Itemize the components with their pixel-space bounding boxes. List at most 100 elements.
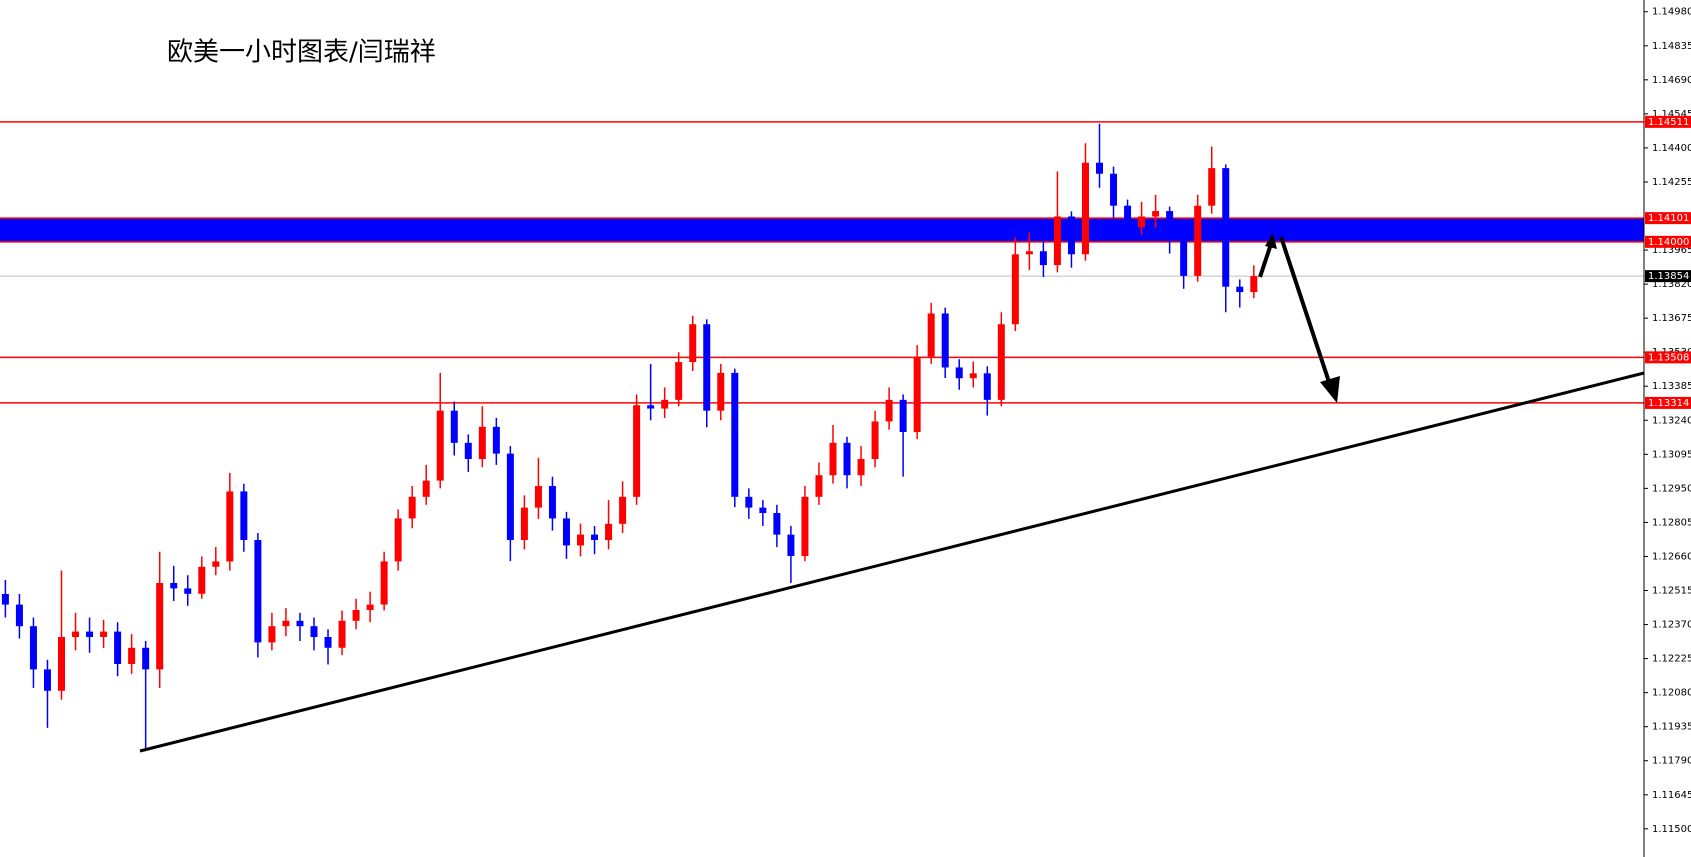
y-tick-label: 1.12950 (1652, 483, 1691, 494)
candle-body (1067, 216, 1075, 255)
arrow-down (1279, 236, 1332, 386)
y-tick-label: 1.12805 (1652, 517, 1691, 528)
candle-body (773, 513, 781, 535)
candle-body (212, 561, 220, 567)
candle-body (675, 362, 683, 400)
candle-body (1180, 238, 1188, 276)
candle-body (633, 405, 641, 497)
candle-body (1138, 216, 1146, 228)
arrow-up-head (1265, 233, 1277, 249)
y-tick-label: 1.12370 (1652, 620, 1691, 631)
candle-body (29, 626, 37, 670)
candle-body (913, 356, 921, 433)
candle-body (408, 496, 416, 519)
price-axis-labels: 1.14980 1.14835 1.14690 1.14545 1.14400 1.142… (1644, 7, 1691, 835)
candle-body (731, 372, 739, 497)
y-tick-label: 1.14255 (1652, 177, 1691, 188)
candle-body (619, 496, 627, 524)
resistance-band (0, 218, 1644, 242)
candle-body (128, 647, 136, 664)
candle-body (829, 442, 837, 476)
candle-body (1053, 216, 1061, 266)
candle-body (282, 620, 290, 627)
candle-body (492, 426, 500, 454)
y-tick-label: 1.14980 (1652, 7, 1691, 18)
price-tag-box (1645, 270, 1691, 283)
y-tick-label: 1.13385 (1652, 381, 1691, 392)
candle-body (422, 480, 430, 497)
y-tick-label: 1.14545 (1652, 109, 1691, 120)
candle-body (703, 324, 711, 411)
candle-body (605, 523, 613, 541)
y-tick-label: 1.11935 (1652, 722, 1691, 733)
candle-body (871, 421, 879, 460)
candle-body (787, 534, 795, 556)
candle-body (15, 604, 23, 627)
candle-body (366, 604, 374, 610)
candle-body (983, 373, 991, 400)
candle-body (857, 459, 865, 476)
candle-body (338, 620, 346, 648)
candle-body (815, 475, 823, 497)
price-tag-box (1645, 212, 1691, 225)
candle-body (1110, 173, 1118, 206)
candle-body (464, 442, 472, 460)
candle-body (450, 410, 458, 443)
candle-body (114, 631, 122, 664)
candle-body (801, 496, 809, 556)
candle-body (156, 582, 164, 670)
price-tag-label: 1.13508 (1648, 352, 1689, 363)
y-tick-label: 1.13965 (1652, 245, 1691, 256)
price-tags: 1.14511 1.13508 1.13314 1.14101 1.14000 1.138… (1645, 115, 1691, 409)
price-tag-box (1645, 235, 1691, 248)
candle-body (591, 534, 599, 541)
candle-body (717, 372, 725, 411)
candle-body (1222, 168, 1230, 287)
arrow-down-head (1320, 376, 1340, 403)
candle-body (240, 491, 248, 541)
candle-body (1166, 211, 1174, 239)
candle-body (899, 399, 907, 433)
candle-body (927, 313, 935, 357)
candle-body (1096, 162, 1104, 174)
candle-body (955, 367, 963, 379)
y-tick-label: 1.11645 (1652, 790, 1691, 801)
price-tag-label: 1.14000 (1648, 237, 1689, 248)
candle-body (254, 540, 262, 643)
candle-body (1039, 251, 1047, 266)
y-tick-label: 1.12080 (1652, 688, 1691, 699)
price-tag-box (1645, 351, 1691, 364)
candle-body (1124, 205, 1132, 228)
y-tick-label: 1.12225 (1652, 654, 1691, 665)
y-tick-label: 1.13095 (1652, 449, 1691, 460)
candle-body (843, 442, 851, 476)
candle-body (198, 566, 206, 594)
y-tick-label: 1.11790 (1652, 756, 1691, 767)
candle-body (436, 410, 444, 481)
candle-body (534, 486, 542, 508)
candle-body (380, 561, 388, 605)
arrow-up (1258, 243, 1273, 278)
candle-body (520, 507, 528, 541)
candle-body (647, 405, 655, 409)
plot-area (0, 121, 1644, 752)
candle-body (43, 669, 51, 691)
candle-body (661, 399, 669, 409)
candle-body (324, 636, 332, 648)
candle-body (1208, 168, 1216, 206)
candle-body (885, 399, 893, 422)
candle-body (745, 496, 753, 508)
candle-body (969, 373, 977, 379)
candle-body (1, 594, 9, 605)
y-tick-label: 1.13240 (1652, 415, 1691, 426)
candle-body (1011, 254, 1019, 325)
candle-body (689, 324, 697, 363)
candle-body (548, 486, 556, 519)
candle-body (100, 631, 108, 637)
candle-body (577, 534, 585, 546)
candle-body (296, 620, 304, 627)
candle-body (997, 324, 1005, 400)
